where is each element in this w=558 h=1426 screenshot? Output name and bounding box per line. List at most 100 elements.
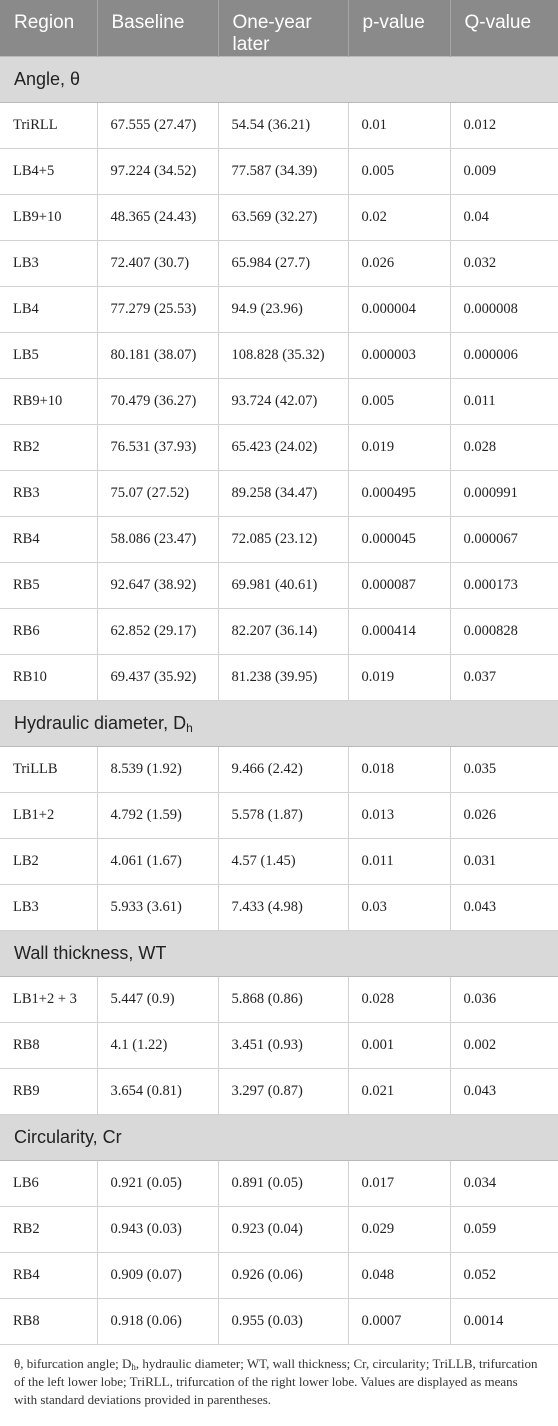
cell-one-year-later: 3.451 (0.93) (218, 1022, 349, 1069)
cell-region: TriRLL (0, 102, 98, 149)
cell-q-value: 0.0014 (450, 1298, 558, 1345)
cell-one-year-later: 54.54 (36.21) (218, 102, 349, 149)
table-row: LB3 5.933 (3.61) 7.433 (4.98) 0.03 0.043 (0, 884, 558, 931)
table-row: RB8 0.918 (0.06) 0.955 (0.03) 0.0007 0.0014 (0, 1298, 558, 1345)
cell-region: LB3 (0, 240, 98, 287)
table-row: RB2 76.531 (37.93) 65.423 (24.02) 0.019 0.02… (0, 424, 558, 471)
table-row: RB4 0.909 (0.07) 0.926 (0.06) 0.048 0.052 (0, 1252, 558, 1299)
cell-baseline: 97.224 (34.52) (97, 148, 219, 195)
cell-region: RB6 (0, 608, 98, 655)
cell-q-value: 0.009 (450, 148, 558, 195)
cell-p-value: 0.005 (348, 378, 451, 425)
cell-baseline: 4.061 (1.67) (97, 838, 219, 885)
cell-q-value: 0.052 (450, 1252, 558, 1299)
table-row: LB9+10 48.365 (24.43) 63.569 (32.27) 0.02 0.… (0, 194, 558, 241)
cell-one-year-later: 63.569 (32.27) (218, 194, 349, 241)
cell-region: TriLLB (0, 746, 98, 793)
cell-one-year-later: 77.587 (34.39) (218, 148, 349, 195)
cell-q-value: 0.000173 (450, 562, 558, 609)
cell-q-value: 0.037 (450, 654, 558, 701)
cell-baseline: 3.654 (0.81) (97, 1068, 219, 1115)
cell-region: RB10 (0, 654, 98, 701)
cell-p-value: 0.000045 (348, 516, 451, 563)
footnote-part1: θ, bifurcation angle; D (14, 1356, 132, 1371)
cell-q-value: 0.026 (450, 792, 558, 839)
table-row: RB10 69.437 (35.92) 81.238 (39.95) 0.019 0.0… (0, 654, 558, 701)
section-header-row: Hydraulic diameter, Dh (0, 700, 558, 747)
cell-one-year-later: 0.926 (0.06) (218, 1252, 349, 1299)
cell-p-value: 0.029 (348, 1206, 451, 1253)
footnote-subscript: h (131, 1362, 136, 1372)
cell-one-year-later: 65.984 (27.7) (218, 240, 349, 287)
cell-baseline: 4.792 (1.59) (97, 792, 219, 839)
cell-one-year-later: 4.57 (1.45) (218, 838, 349, 885)
cell-p-value: 0.000414 (348, 608, 451, 655)
cell-q-value: 0.000006 (450, 332, 558, 379)
cell-p-value: 0.000003 (348, 332, 451, 379)
cell-region: LB2 (0, 838, 98, 885)
cell-one-year-later: 0.891 (0.05) (218, 1160, 349, 1207)
cell-p-value: 0.028 (348, 976, 451, 1023)
cell-q-value: 0.04 (450, 194, 558, 241)
cell-q-value: 0.043 (450, 884, 558, 931)
cell-one-year-later: 94.9 (23.96) (218, 286, 349, 333)
cell-p-value: 0.011 (348, 838, 451, 885)
cell-region: LB5 (0, 332, 98, 379)
cell-one-year-later: 108.828 (35.32) (218, 332, 349, 379)
cell-one-year-later: 81.238 (39.95) (218, 654, 349, 701)
cell-q-value: 0.011 (450, 378, 558, 425)
cell-q-value: 0.059 (450, 1206, 558, 1253)
cell-q-value: 0.034 (450, 1160, 558, 1207)
header-baseline: Baseline (97, 0, 219, 57)
cell-baseline: 48.365 (24.43) (97, 194, 219, 241)
section-title-text: Wall thickness, WT (14, 943, 167, 963)
cell-baseline: 69.437 (35.92) (97, 654, 219, 701)
section-title: Hydraulic diameter, Dh (0, 700, 558, 747)
cell-q-value: 0.032 (450, 240, 558, 287)
section-title-text: Angle, θ (14, 69, 81, 89)
cell-baseline: 58.086 (23.47) (97, 516, 219, 563)
section-header-row: Angle, θ (0, 56, 558, 103)
table-row: TriLLB 8.539 (1.92) 9.466 (2.42) 0.018 0.035 (0, 746, 558, 793)
cell-baseline: 5.933 (3.61) (97, 884, 219, 931)
cell-p-value: 0.019 (348, 424, 451, 471)
cell-baseline: 4.1 (1.22) (97, 1022, 219, 1069)
table-row: LB3 72.407 (30.7) 65.984 (27.7) 0.026 0.032 (0, 240, 558, 287)
section-header-row: Wall thickness, WT (0, 930, 558, 977)
cell-baseline: 5.447 (0.9) (97, 976, 219, 1023)
cell-region: LB1+2 (0, 792, 98, 839)
table-row: LB6 0.921 (0.05) 0.891 (0.05) 0.017 0.034 (0, 1160, 558, 1207)
cell-region: RB2 (0, 424, 98, 471)
cell-baseline: 0.918 (0.06) (97, 1298, 219, 1345)
cell-baseline: 72.407 (30.7) (97, 240, 219, 287)
cell-q-value: 0.031 (450, 838, 558, 885)
table-body: Angle, θ TriRLL 67.555 (27.47) 54.54 (36.21… (0, 56, 558, 1345)
cell-region: RB9+10 (0, 378, 98, 425)
table-row: RB9+10 70.479 (36.27) 93.724 (42.07) 0.005 0… (0, 378, 558, 425)
header-p-value: p-value (348, 0, 451, 57)
footnote-part2: , hydraulic diameter; WT, wall thickness… (14, 1356, 538, 1407)
cell-baseline: 77.279 (25.53) (97, 286, 219, 333)
cell-region: RB5 (0, 562, 98, 609)
cell-q-value: 0.000828 (450, 608, 558, 655)
section-header-row: Circularity, Cr (0, 1114, 558, 1161)
header-region: Region (0, 0, 98, 57)
cell-p-value: 0.005 (348, 148, 451, 195)
cell-baseline: 80.181 (38.07) (97, 332, 219, 379)
results-table: Region Baseline One-year later p-value Q… (0, 0, 558, 1345)
cell-p-value: 0.02 (348, 194, 451, 241)
cell-q-value: 0.000008 (450, 286, 558, 333)
cell-baseline: 8.539 (1.92) (97, 746, 219, 793)
cell-p-value: 0.000004 (348, 286, 451, 333)
table-row: RB4 58.086 (23.47) 72.085 (23.12) 0.000045 0… (0, 516, 558, 563)
cell-p-value: 0.000495 (348, 470, 451, 517)
cell-p-value: 0.013 (348, 792, 451, 839)
cell-q-value: 0.035 (450, 746, 558, 793)
cell-p-value: 0.021 (348, 1068, 451, 1115)
cell-one-year-later: 69.981 (40.61) (218, 562, 349, 609)
section-title-text: Hydraulic diameter, D (14, 713, 187, 733)
cell-p-value: 0.018 (348, 746, 451, 793)
cell-q-value: 0.012 (450, 102, 558, 149)
cell-one-year-later: 82.207 (36.14) (218, 608, 349, 655)
table-row: LB1+2 + 3 5.447 (0.9) 5.868 (0.86) 0.028 0.0… (0, 976, 558, 1023)
